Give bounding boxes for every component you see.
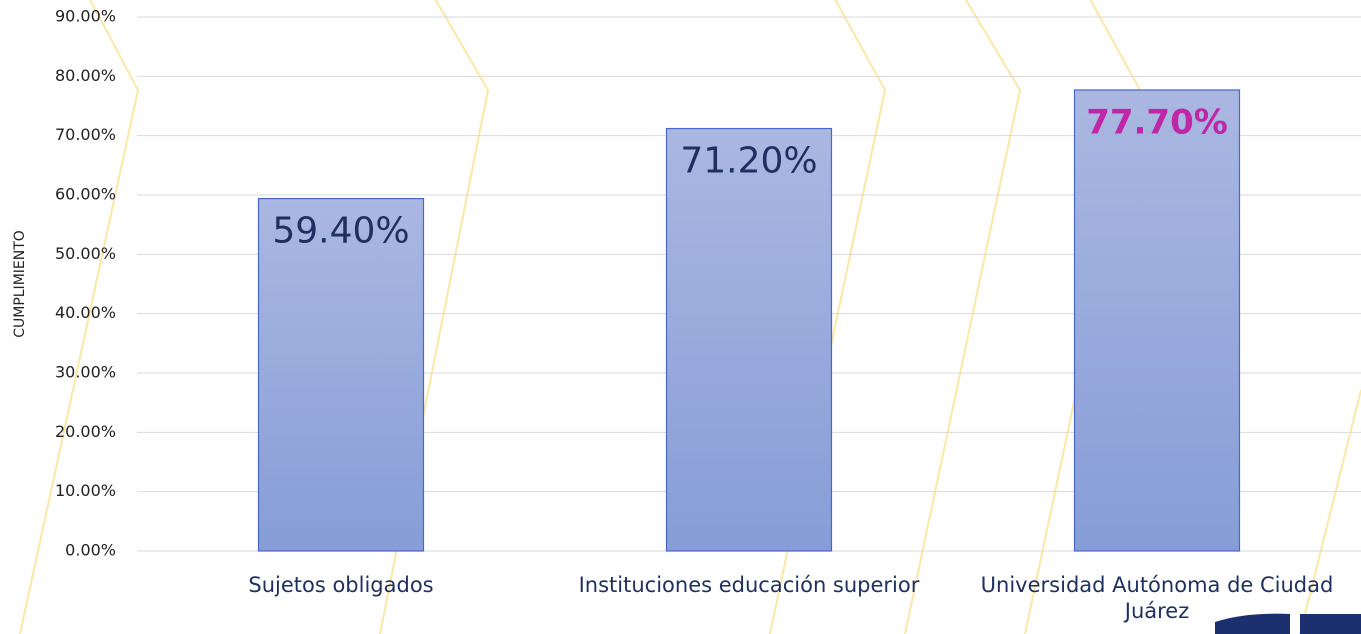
x-tick-label: Instituciones educación superior [578, 573, 920, 597]
logo [1215, 613, 1361, 634]
y-tick-label: 10.00% [55, 481, 116, 500]
y-tick-label: 50.00% [55, 244, 116, 263]
bar [1073, 89, 1241, 552]
value-label: 77.70% [1086, 102, 1228, 142]
y-tick-label: 80.00% [55, 66, 116, 85]
y-tick-label: 40.00% [55, 303, 116, 322]
bar [665, 127, 833, 552]
value-label: 71.20% [680, 141, 817, 182]
bar [257, 197, 425, 552]
y-tick-label: 20.00% [55, 422, 116, 441]
y-tick-label: 70.00% [55, 125, 116, 144]
y-tick-label: 60.00% [55, 185, 116, 204]
y-tick-label: 90.00% [55, 7, 116, 26]
y-tick-label: 30.00% [55, 363, 116, 382]
y-axis-label: CUMPLIMIENTO [12, 230, 28, 338]
value-label: 59.40% [272, 211, 409, 252]
x-tick-label: Universidad Autónoma de Ciudad Juárez [980, 573, 1334, 623]
y-tick-label: 0.00% [65, 541, 116, 560]
x-tick-label: Sujetos obligados [248, 573, 434, 597]
